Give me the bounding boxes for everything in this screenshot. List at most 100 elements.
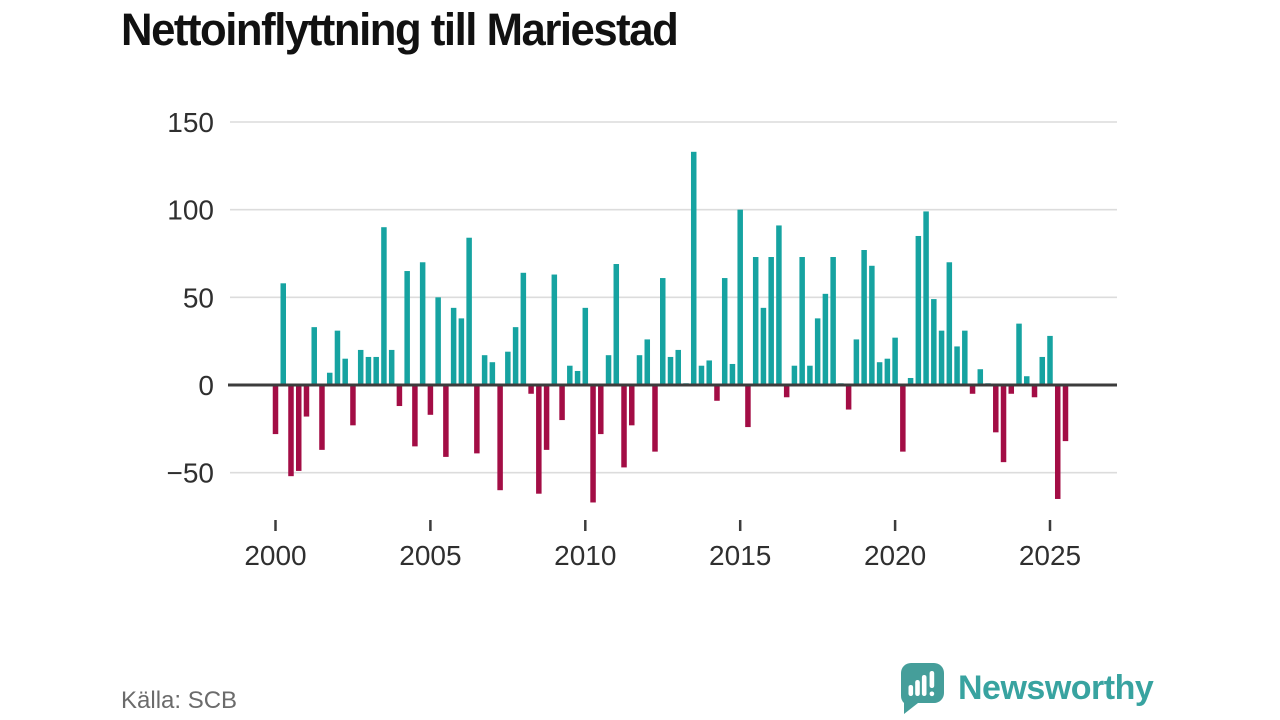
bar-2009-q2 [559,385,565,421]
bar-2020-q4 [915,235,922,385]
bar-2015-q3 [752,257,759,385]
bar-2007-q4 [512,327,519,385]
bar-2023-q4 [1008,385,1015,394]
bar-2006-q1 [458,318,465,385]
bar-2018-q4 [853,339,860,385]
bar-2019-q1 [861,250,867,385]
bar-2000-q2 [280,283,286,385]
bar-2007-q1 [489,362,496,385]
bar-2010-q2 [590,385,596,503]
bar-2012-q2 [652,385,658,452]
bar-2001-q3 [319,385,325,450]
bar-2017-q1 [799,257,805,385]
y-axis-label-150: 150 [167,107,214,138]
bar-2024-q2 [1024,376,1030,385]
bar-2016-q1 [768,257,774,385]
bar-2012-q4 [667,356,674,385]
y-axis-label-50: 50 [183,282,214,313]
bar-2001-q4 [326,372,333,385]
newsworthy-logo-icon [900,663,944,714]
bar-2015-q4 [760,307,767,385]
bar-2000-q3 [288,385,294,477]
bar-2018-q3 [845,385,852,410]
bar-2015-q2 [745,385,751,428]
bar-2006-q2 [466,237,472,385]
bar-2012-q3 [660,278,666,385]
bar-2003-q2 [373,356,379,385]
bar-2005-q2 [435,297,441,385]
bar-2015-q1 [737,209,743,385]
bar-2008-q1 [520,272,527,385]
bar-2002-q4 [357,349,364,385]
bar-2019-q2 [869,265,875,385]
bar-2016-q2 [776,225,782,385]
y-axis-label-0: 0 [198,370,214,401]
newsworthy-wordmark: Newsworthy [958,669,1154,707]
bar-2017-q2 [807,365,813,385]
x-axis-label-2010: 2010 [554,540,616,571]
newsworthy-logo: Newsworthy [898,662,1158,716]
bar-2010-q4 [605,355,612,385]
y-axis-label-100: 100 [167,195,214,226]
bar-2024-q3 [1031,385,1038,398]
source-note: Källa: SCB [121,687,238,714]
bar-2004-q2 [404,271,410,385]
bar-2013-q3 [690,151,697,385]
bar-2022-q3 [969,385,976,394]
bar-2021-q1 [923,211,929,385]
bar-2007-q2 [497,385,503,491]
bar-2000-q1 [272,385,279,435]
bar-2017-q3 [814,318,821,385]
x-axis-label-2000: 2000 [244,540,306,571]
bar-2016-q3 [783,385,790,398]
bar-2004-q3 [412,385,418,447]
bar-2013-q1 [675,349,681,385]
bar-2010-q3 [598,385,604,435]
bar-2011-q2 [621,385,627,468]
bar-2020-q2 [900,385,906,452]
bar-2022-q4 [977,369,984,385]
bar-2014-q4 [729,363,736,385]
bar-2004-q1 [396,385,403,407]
bar-2024-q1 [1016,323,1022,385]
chart-title: Nettoinflyttning till Mariestad [121,4,679,55]
bar-2002-q3 [350,385,356,426]
x-axis-label-2020: 2020 [864,540,926,571]
bar-2022-q2 [962,330,968,385]
bar-2009-q1 [551,274,558,385]
bar-2007-q3 [505,351,511,385]
bar-2001-q1 [303,385,310,417]
x-axis-label-2015: 2015 [709,540,771,571]
bar-2014-q3 [721,278,728,385]
bar-2023-q2 [993,385,999,433]
bar-2019-q4 [884,358,891,385]
migration-bar-chart: 150 100 50 0 −50 2000 2005 2010 2015 2020 2025 [167,107,1117,571]
bar-2005-q1 [427,385,434,415]
bar-2012-q1 [644,339,651,385]
bar-2020-q3 [907,377,914,385]
x-axis-label-2025: 2025 [1019,540,1081,571]
bar-2021-q3 [938,330,945,385]
bar-2008-q3 [536,385,542,494]
bar-2011-q4 [636,355,643,385]
bar-2014-q1 [706,360,712,385]
bar-2008-q2 [528,385,534,394]
bar-2021-q4 [946,262,953,385]
y-axis-label--50: −50 [167,458,215,489]
bar-2008-q4 [543,385,550,450]
bar-2025-q2 [1054,385,1061,499]
bar-2001-q2 [311,327,317,385]
bar-2009-q3 [567,365,573,385]
bar-2002-q2 [342,358,348,385]
bar-2024-q4 [1039,356,1046,385]
bar-2006-q3 [474,385,480,454]
bar-2000-q4 [295,385,302,471]
bar-2003-q3 [381,227,387,385]
bar-2011-q3 [629,385,635,426]
bar-2003-q1 [365,356,372,385]
bar-2023-q3 [1000,385,1007,463]
bar-2021-q2 [931,299,937,385]
bar-2020-q1 [892,337,898,385]
x-axis-label-2005: 2005 [399,540,461,571]
